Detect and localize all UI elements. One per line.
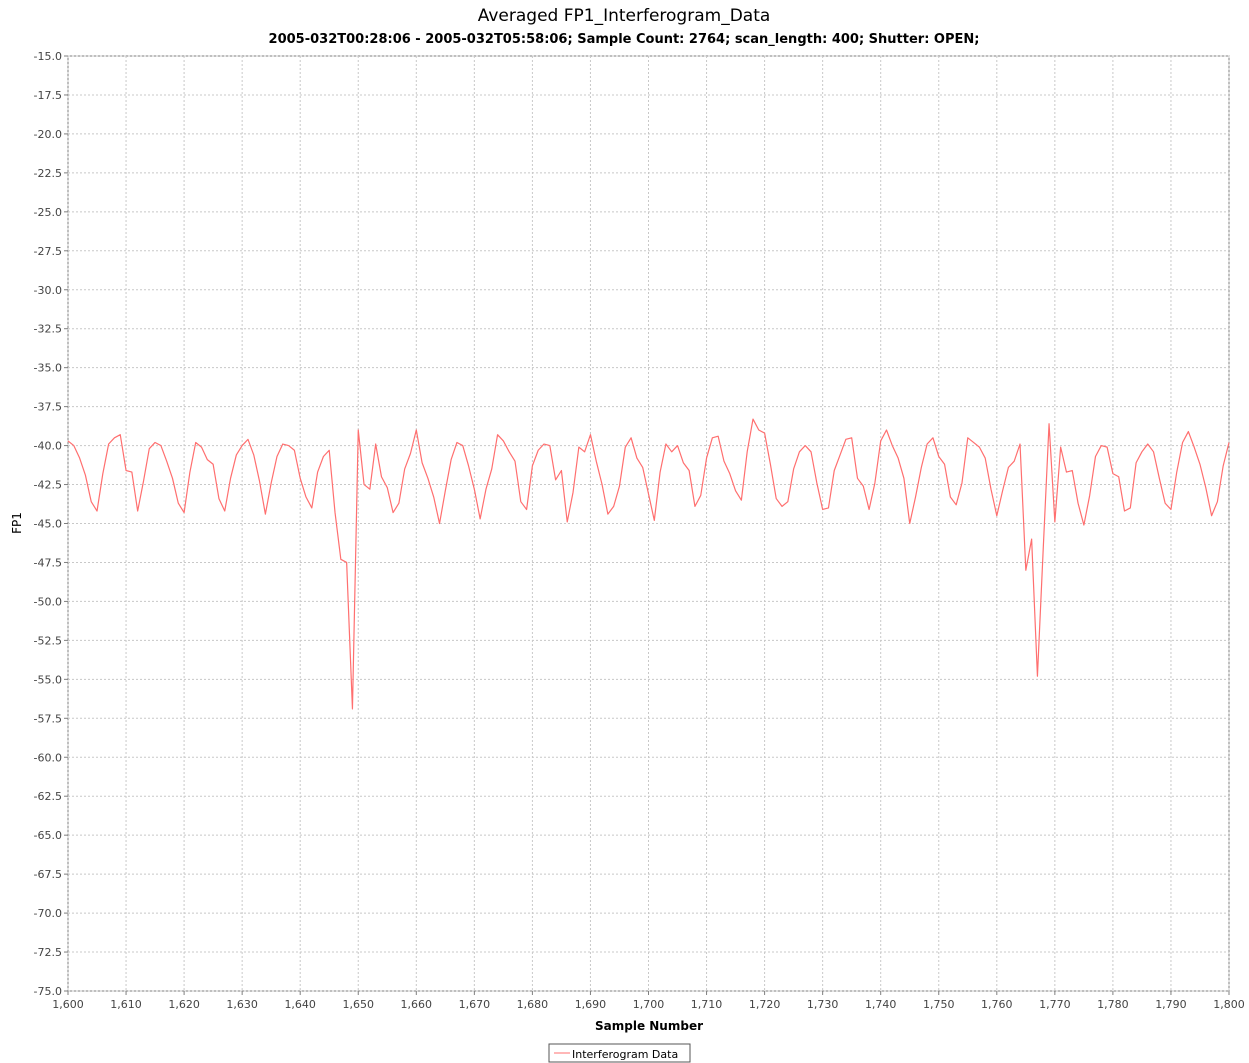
y-tick-label: -50.0 xyxy=(34,595,62,608)
chart-subtitle: 2005-032T00:28:06 - 2005-032T05:58:06; S… xyxy=(269,32,980,47)
x-tick-label: 1,780 xyxy=(1097,998,1129,1011)
y-tick-label: -65.0 xyxy=(34,829,62,842)
grid-lines xyxy=(67,55,1230,992)
y-tick-label: -45.0 xyxy=(34,518,62,531)
y-tick-label: -52.5 xyxy=(34,634,62,647)
y-tick-label: -75.0 xyxy=(34,985,62,998)
y-tick-label: -42.5 xyxy=(34,479,62,492)
legend: Interferogram Data xyxy=(548,1043,691,1063)
y-tick-label: -20.0 xyxy=(34,128,62,141)
x-axis-ticks: 1,600 1,610 1,620 1,630 1,640 1,650 1,660 1,670… xyxy=(52,991,1245,1011)
y-tick-label: -72.5 xyxy=(34,946,62,959)
series-layer xyxy=(67,418,1230,710)
x-tick-label: 1,660 xyxy=(401,998,433,1011)
legend-box xyxy=(548,1043,691,1063)
y-tick-label: -62.5 xyxy=(34,790,62,803)
x-tick-label: 1,790 xyxy=(1155,998,1187,1011)
y-tick-label: -17.5 xyxy=(34,89,62,102)
y-tick-label: -37.5 xyxy=(34,401,62,414)
x-axis-label: Sample Number xyxy=(595,1019,703,1033)
x-tick-label: 1,800 xyxy=(1213,998,1245,1011)
x-tick-label: 1,720 xyxy=(749,998,781,1011)
x-tick-label: 1,740 xyxy=(865,998,897,1011)
legend-label-interferogram-data: Interferogram Data xyxy=(572,1048,678,1061)
y-tick-label: -55.0 xyxy=(34,673,62,686)
x-tick-label: 1,610 xyxy=(110,998,142,1011)
x-tick-label: 1,680 xyxy=(517,998,549,1011)
x-tick-label: 1,670 xyxy=(459,998,491,1011)
y-tick-label: -60.0 xyxy=(34,751,62,764)
series-line-interferogram-data xyxy=(67,418,1230,710)
x-tick-label: 1,770 xyxy=(1039,998,1071,1011)
y-tick-label: -47.5 xyxy=(34,556,62,569)
x-tick-label: 1,690 xyxy=(575,998,607,1011)
x-tick-label: 1,650 xyxy=(343,998,375,1011)
y-tick-label: -57.5 xyxy=(34,712,62,725)
y-axis-label: FP1 xyxy=(10,512,24,534)
y-tick-label: -35.0 xyxy=(34,362,62,375)
y-tick-label: -30.0 xyxy=(34,284,62,297)
y-tick-label: -25.0 xyxy=(34,206,62,219)
x-tick-label: 1,640 xyxy=(284,998,316,1011)
y-tick-label: -67.5 xyxy=(34,868,62,881)
y-tick-label: -40.0 xyxy=(34,440,62,453)
x-tick-label: 1,700 xyxy=(633,998,665,1011)
x-tick-label: 1,760 xyxy=(981,998,1013,1011)
y-tick-label: -70.0 xyxy=(34,907,62,920)
y-tick-label: -15.0 xyxy=(34,50,62,63)
x-tick-label: 1,600 xyxy=(52,998,84,1011)
x-tick-label: 1,730 xyxy=(807,998,839,1011)
y-tick-label: -32.5 xyxy=(34,323,62,336)
y-axis-ticks: -15.0 -17.5 -20.0 -22.5 -25.0 -27.5 -30.0 -32.5… xyxy=(34,50,68,998)
x-tick-label: 1,630 xyxy=(226,998,258,1011)
x-tick-label: 1,750 xyxy=(923,998,955,1011)
x-tick-label: 1,620 xyxy=(168,998,200,1011)
y-tick-label: -27.5 xyxy=(34,245,62,258)
x-tick-label: 1,710 xyxy=(691,998,723,1011)
chart-title: Averaged FP1_Interferogram_Data xyxy=(478,6,771,26)
y-tick-label: -22.5 xyxy=(34,167,62,180)
